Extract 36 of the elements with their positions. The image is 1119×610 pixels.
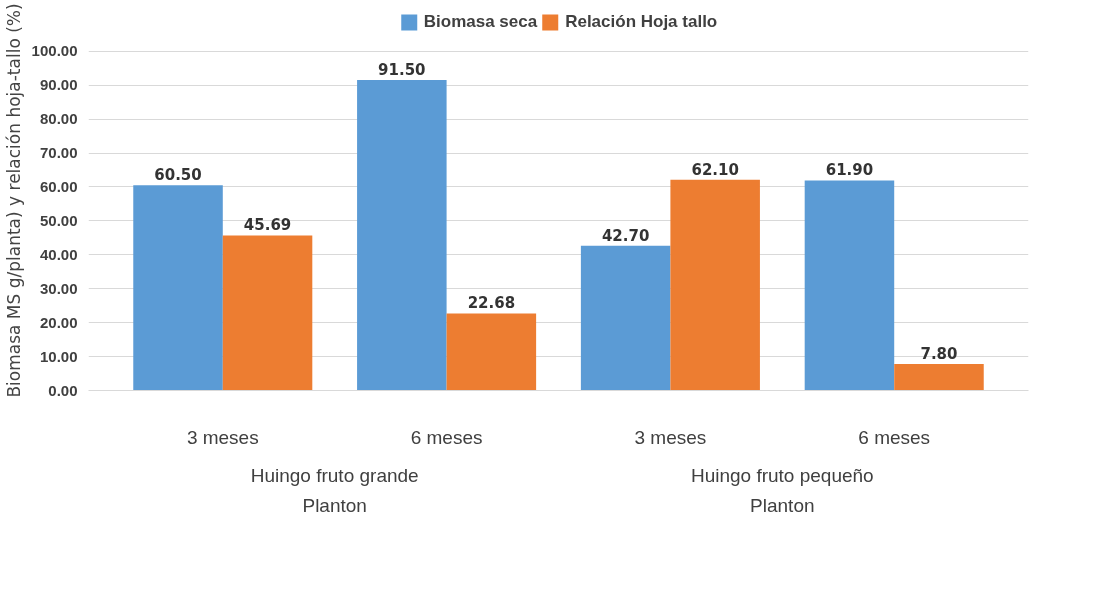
data-label: 61.90 (825, 161, 874, 180)
text: Huingo fruto grande Planton (250, 464, 419, 516)
y-tick-label: 30.00 (39, 279, 78, 297)
y-tick-label: 90.00 (39, 76, 78, 94)
x-tick-label: 6 meses (858, 426, 931, 448)
text: Huingo fruto pequeño Planton (690, 464, 874, 516)
bar (133, 185, 223, 391)
bar (357, 80, 447, 391)
y-tick-label: 40.00 (39, 245, 78, 263)
y-tick-label: 0.00 (48, 381, 78, 399)
x-tick-label: 6 meses (410, 426, 483, 448)
bar (580, 245, 671, 391)
bar (222, 235, 313, 391)
data-label: 42.70 (601, 226, 650, 245)
bar (804, 180, 895, 391)
data-label: 7.80 (920, 344, 958, 363)
data-label: 22.68 (467, 294, 516, 313)
data-label: 60.50 (154, 166, 202, 185)
y-tick-label: 50.00 (39, 211, 78, 229)
data-label: 91.50 (378, 60, 426, 79)
bar (894, 364, 984, 391)
bar (446, 313, 537, 391)
legend-label: Relación Hoja tallo (565, 12, 718, 32)
y-tick-label: 20.00 (39, 313, 78, 331)
data-label: 62.10 (691, 160, 739, 179)
y-tick-label: 10.00 (39, 347, 78, 365)
y-tick-label: 100.00 (31, 42, 78, 60)
x-tick-label: 3 meses (634, 426, 707, 448)
y-tick-label: 70.00 (39, 144, 78, 161)
y-axis-title: Biomasa MS g/planta) y relación hoja-tallo (%) (3, 3, 24, 398)
data-label: 45.69 (243, 216, 292, 235)
y-tick-label: 80.00 (39, 110, 78, 128)
x-tick-label: 3 meses (186, 426, 259, 448)
bar (670, 179, 760, 391)
y-tick-label: 60.00 (39, 177, 78, 195)
legend-label: Biomasa seca (423, 12, 538, 32)
